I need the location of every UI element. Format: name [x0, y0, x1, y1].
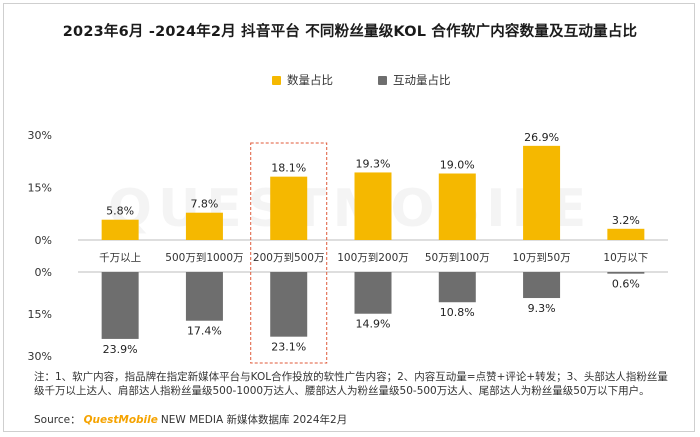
top-axis-tick-label: 0% [35, 234, 52, 247]
bar-interaction [101, 272, 139, 339]
bar-quantity [101, 219, 139, 240]
footnote: 注：1、软广内容，指品牌在指定新媒体平台与KOL合作投放的软性广告内容；2、内容… [34, 371, 668, 397]
source-brand-logo: QuestMobile [83, 413, 158, 426]
bar-quantity [607, 228, 645, 240]
bar-interaction [270, 272, 308, 337]
source-suffix: NEW MEDIA 新媒体数据库 2024年2月 [160, 414, 348, 426]
top-axis-tick-label: 30% [28, 129, 52, 142]
category-label: 100万到200万 [337, 252, 409, 264]
data-label-quantity: 19.3% [356, 157, 391, 170]
bottom-axis-tick-label: 30% [28, 350, 52, 363]
bottom-axis-tick-label: 0% [35, 266, 52, 279]
legend-swatch-interaction [378, 75, 387, 85]
data-label-quantity: 18.1% [271, 162, 306, 175]
source-line: Source： QuestMobile NEW MEDIA 新媒体数据库 202… [34, 412, 347, 427]
bar-interaction [607, 272, 645, 274]
bar-interaction [438, 272, 476, 303]
category-label: 200万到500万 [253, 252, 325, 264]
top-axis-tick-label: 15% [28, 182, 52, 195]
legend-item-quantity: 数量占比 [272, 72, 333, 88]
bar-quantity [270, 176, 308, 240]
data-label-interaction: 9.3% [528, 302, 556, 315]
category-label: 千万以上 [99, 252, 141, 264]
legend-label-interaction: 互动量占比 [393, 73, 451, 87]
data-label-quantity: 3.2% [612, 214, 640, 227]
data-label-interaction: 23.9% [103, 343, 138, 356]
bar-quantity [438, 173, 476, 240]
data-label-interaction: 0.6% [612, 278, 640, 291]
category-label: 50万到100万 [425, 252, 490, 264]
legend-item-interaction: 互动量占比 [378, 72, 451, 88]
chart-frame [3, 3, 695, 432]
bottom-axis-tick-label: 15% [28, 308, 52, 321]
chart-title: 2023年6月 -2024年2月 抖音平台 不同粉丝量级KOL 合作软广内容数量… [62, 24, 638, 40]
legend-swatch-quantity [272, 75, 281, 85]
bar-quantity [523, 145, 561, 240]
data-label-quantity: 19.0% [440, 159, 475, 172]
data-label-interaction: 17.4% [187, 325, 222, 338]
legend-label-quantity: 数量占比 [287, 73, 333, 87]
category-label: 10万以下 [603, 252, 648, 264]
data-label-interaction: 10.8% [440, 306, 475, 319]
data-label-interaction: 14.9% [356, 318, 391, 331]
bar-interaction [354, 272, 392, 314]
data-label-quantity: 26.9% [524, 131, 559, 144]
bar-quantity [354, 172, 392, 240]
bar-interaction [523, 272, 561, 299]
category-label: 500万到1000万 [165, 252, 243, 264]
data-label-quantity: 5.8% [106, 205, 134, 218]
bar-quantity [185, 212, 223, 240]
highlight-box [250, 142, 328, 364]
bar-interaction [185, 272, 223, 321]
source-prefix: Source： [34, 414, 81, 426]
watermark-text: QUESTMOBILE [108, 179, 592, 239]
data-label-interaction: 23.1% [271, 341, 306, 354]
data-label-quantity: 7.8% [190, 198, 218, 211]
category-label: 10万到50万 [512, 252, 570, 264]
